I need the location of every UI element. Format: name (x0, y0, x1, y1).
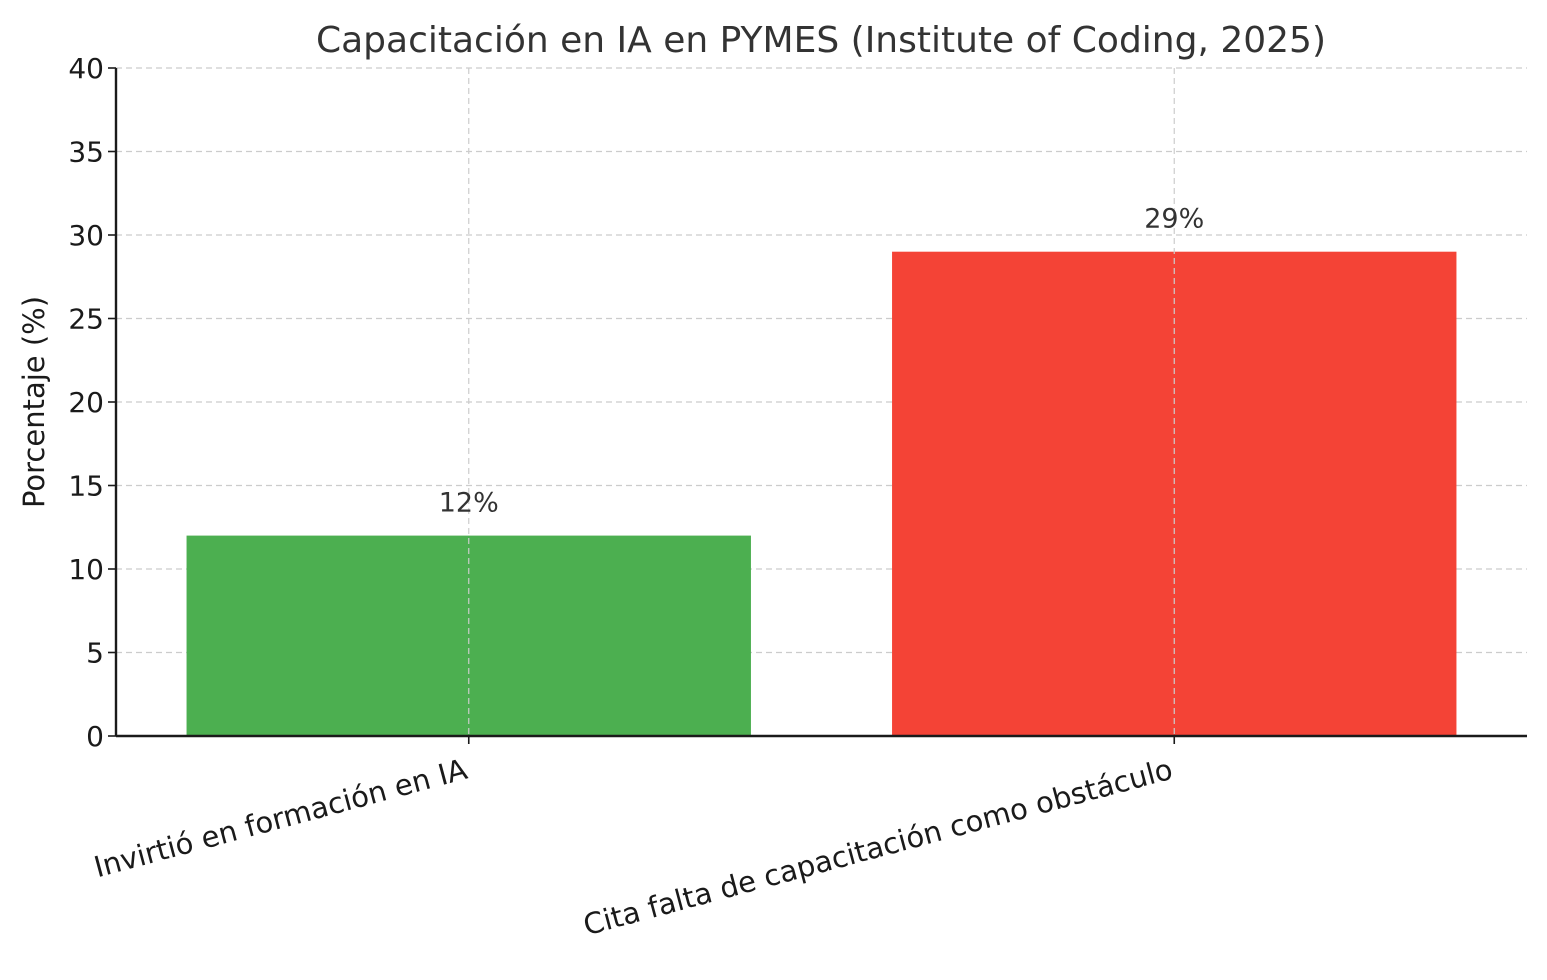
y-tick-label: 20 (68, 386, 104, 419)
x-tick-label: Cita falta de capacitación como obstácul… (580, 752, 1176, 942)
x-tick-label: Invirtió en formación en IA (90, 752, 470, 884)
y-axis-ticks: 0 5 10 15 20 25 30 35 40 (68, 52, 116, 753)
bars (186, 251, 1457, 736)
y-tick-label: 10 (68, 553, 104, 586)
bar (186, 535, 751, 736)
y-tick-label: 25 (68, 303, 104, 336)
data-labels: 12% 29% (439, 204, 1205, 519)
y-axis-label: Porcentaje (%) (17, 296, 51, 508)
y-tick-label: 30 (68, 219, 104, 252)
x-axis-ticks: Invirtió en formación en IA Cita falta de… (90, 736, 1176, 942)
data-label: 12% (439, 488, 499, 519)
y-tick-label: 15 (68, 470, 104, 503)
data-label: 29% (1144, 204, 1204, 235)
y-tick-label: 35 (68, 136, 104, 169)
y-tick-label: 0 (86, 720, 104, 753)
chart-title: Capacitación en IA en PYMES (Institute o… (316, 20, 1326, 61)
y-tick-label: 40 (68, 52, 104, 85)
y-tick-label: 5 (86, 637, 104, 670)
